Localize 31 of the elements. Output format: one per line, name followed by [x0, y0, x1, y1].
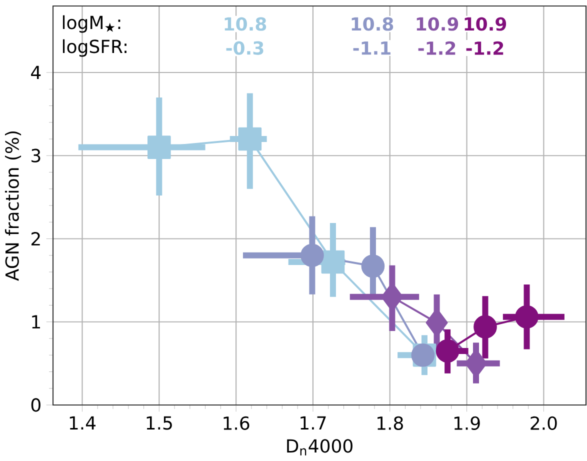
- y-axis-title: AGN fraction (%): [4, 131, 22, 281]
- point: [515, 305, 538, 329]
- annotation: -1.1: [353, 41, 390, 55]
- y-tick-label: 2: [31, 232, 40, 246]
- point: [238, 127, 262, 151]
- point: [436, 339, 460, 363]
- x-tick-label: 1.7: [300, 416, 326, 430]
- x-tick-label: 1.5: [146, 416, 172, 430]
- y-tick-label: 0: [31, 398, 40, 412]
- y-tick-label: 4: [31, 66, 41, 80]
- x-tick-label: 1.4: [70, 416, 96, 430]
- annotation: -0.3: [226, 41, 264, 55]
- y-tick-label: 1: [32, 315, 40, 328]
- annotation: 10.8: [224, 17, 266, 31]
- annotation: 10.8: [352, 17, 394, 31]
- point: [147, 136, 171, 159]
- annotation: logSFR:: [62, 39, 126, 57]
- point: [474, 315, 497, 339]
- annotation: 10.9: [416, 17, 458, 31]
- x-tick-label: 1.9: [454, 416, 480, 430]
- y-tick-label: 3: [32, 148, 40, 162]
- x-axis-title: D$_{n}$4000: [287, 439, 352, 456]
- annotation: logM$_{★}$:: [62, 15, 120, 33]
- x-tick-label: 1.8: [378, 416, 403, 430]
- x-tick-label: 1.6: [224, 416, 250, 430]
- point: [361, 254, 385, 278]
- annotation: -1.2: [418, 41, 456, 55]
- x-tick-label: 2.0: [530, 416, 557, 430]
- point: [300, 244, 324, 268]
- annotation: -1.2: [466, 41, 504, 55]
- annotation: 10.9: [464, 17, 506, 31]
